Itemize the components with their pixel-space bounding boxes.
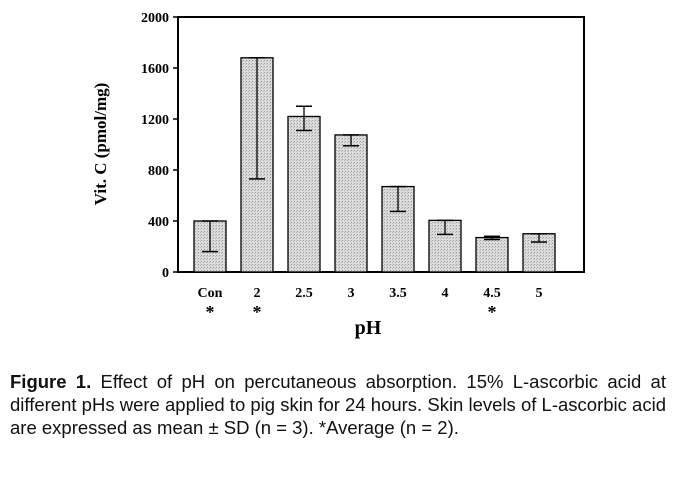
x-tick-label: 3 <box>348 286 355 301</box>
significance-marker: * <box>206 302 215 322</box>
significance-marker: * <box>488 302 497 322</box>
x-tick-label: 4.5 <box>483 286 501 301</box>
x-tick-label: 4 <box>442 286 449 301</box>
y-axis-label: Vit. C (pmol/mg) <box>91 83 110 206</box>
bar <box>334 134 368 273</box>
x-tick-label: Con <box>198 286 223 301</box>
y-tick-label: 0 <box>162 266 169 281</box>
plot-frame <box>177 16 585 273</box>
y-tick-label: 1200 <box>141 113 169 128</box>
y-tick-label: 400 <box>148 215 169 230</box>
bar <box>475 236 509 273</box>
figure-caption: Figure 1. Effect of pH on percutaneous a… <box>10 370 666 439</box>
bar <box>287 115 321 273</box>
y-axis-ticks: 0 400 800 1200 1600 2000 <box>141 11 178 281</box>
x-tick-label: 2.5 <box>295 286 313 301</box>
x-tick-label: 5 <box>536 286 543 301</box>
x-tick-label: 3.5 <box>389 286 407 301</box>
significance-marker: * <box>253 302 262 322</box>
x-tick-label: 2 <box>254 286 261 301</box>
y-tick-label: 2000 <box>141 11 169 26</box>
bars-group <box>193 57 556 273</box>
figure-caption-text: Effect of pH on percutaneous absorption.… <box>10 371 666 438</box>
x-axis-ticks: Con*2*2.5 3 3.5 4 4.5*5 <box>198 286 543 322</box>
y-tick-label: 1600 <box>141 62 169 77</box>
y-tick-label: 800 <box>148 164 169 179</box>
x-axis-label: pH <box>355 317 382 339</box>
figure-label: Figure 1. <box>10 371 92 392</box>
